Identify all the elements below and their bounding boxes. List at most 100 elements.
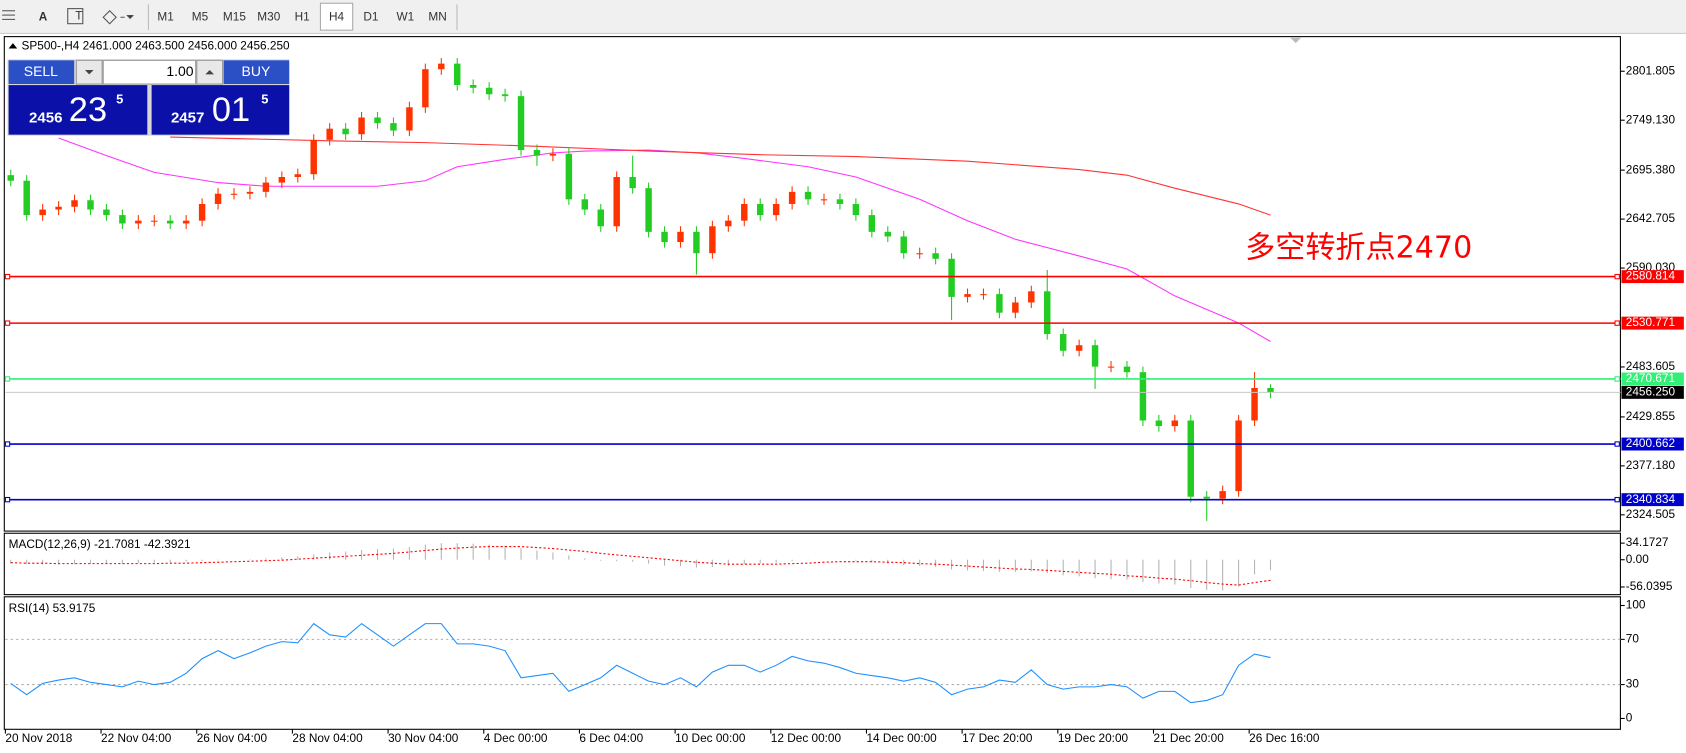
sell-button[interactable] <box>8 60 75 85</box>
y-tick-label: -56.0395 <box>1626 579 1673 593</box>
level-label-box <box>1621 270 1684 284</box>
y-tick-label: 2429.855 <box>1626 409 1676 423</box>
level-label: 2530.771 <box>1626 315 1675 329</box>
candle-body <box>1171 420 1179 427</box>
candle-body <box>1059 334 1067 351</box>
candle-body <box>310 139 317 175</box>
chart-title: SP500-,H4 2461.000 2463.500 2456.000 245… <box>22 38 291 52</box>
timeframe-button[interactable]: M30 <box>257 9 280 23</box>
x-tick-label: 30 Nov 04:00 <box>388 731 459 745</box>
arrow-up <box>205 70 214 75</box>
x-tick-label: 19 Dec 20:00 <box>1058 731 1129 745</box>
y-tick-label: 2695.380 <box>1626 162 1676 176</box>
lots-input[interactable] <box>102 59 197 85</box>
moving-average <box>170 136 1271 216</box>
level-label: 2580.814 <box>1626 269 1676 283</box>
candle-body <box>135 220 142 224</box>
arrow-down <box>84 70 94 75</box>
candle-body <box>294 174 302 178</box>
ask-box[interactable] <box>151 85 290 135</box>
level-handle <box>1614 376 1620 382</box>
candle-body <box>501 94 509 97</box>
y-tick-label: 2749.130 <box>1626 112 1676 126</box>
y-tick-label: 70 <box>1626 632 1640 646</box>
timeframe-button[interactable]: M1 <box>157 9 173 23</box>
candle-body <box>788 191 796 204</box>
timeframe-button[interactable]: M5 <box>192 9 209 23</box>
candle-body <box>996 294 1003 313</box>
text-tool[interactable]: T <box>75 8 82 22</box>
y-tick-label: 2377.180 <box>1626 458 1676 472</box>
rsi-line <box>10 622 1271 704</box>
x-tick-label: 26 Dec 16:00 <box>1249 731 1320 745</box>
candle-body <box>1012 302 1019 313</box>
candle-body <box>980 294 987 296</box>
lots-value: 1.00 <box>166 63 193 79</box>
level-label-box <box>1621 437 1684 451</box>
level-label-box <box>1621 493 1684 507</box>
panel-title: RSI(14) 53.9175 <box>9 601 96 615</box>
x-tick-label: 22 Nov 04:00 <box>101 731 172 745</box>
shift-marker <box>1290 37 1302 44</box>
candle-body <box>725 220 732 227</box>
candle-body <box>119 215 126 224</box>
y-tick-label: 100 <box>1626 598 1646 612</box>
candle-body <box>246 191 254 194</box>
candle-body <box>852 203 860 216</box>
candle-body <box>326 128 333 140</box>
level-label: 2400.662 <box>1626 436 1675 450</box>
timeframe-button[interactable]: M15 <box>223 9 246 23</box>
bid-box[interactable] <box>8 85 148 135</box>
candle-body <box>166 220 174 224</box>
toolbar-icons <box>2 4 149 31</box>
timeframe-button[interactable]: D1 <box>363 9 378 23</box>
timeframe-button[interactable]: H1 <box>295 9 310 23</box>
candle-body <box>454 63 461 85</box>
candle-body <box>804 191 812 200</box>
candle-body <box>1235 420 1242 492</box>
level-handle <box>4 273 11 280</box>
x-tick-label: 28 Nov 04:00 <box>292 731 363 745</box>
candle-body <box>645 188 652 232</box>
candle-body <box>597 209 604 227</box>
macd-signal <box>10 546 1271 586</box>
candle-body <box>820 199 828 201</box>
x-tick-label: 14 Dec 00:00 <box>866 731 937 745</box>
candle-body <box>1123 366 1131 373</box>
macd-panel <box>3 532 1621 596</box>
x-tick-label: 12 Dec 00:00 <box>771 731 842 745</box>
sell-label: SELL <box>24 63 58 79</box>
candle-body <box>709 226 716 254</box>
timeframe-button[interactable]: H4 <box>329 9 345 23</box>
candle-body <box>151 220 158 222</box>
font-button[interactable]: A <box>39 9 48 23</box>
ask-big: 2457 <box>171 109 204 126</box>
annotation: 多空转折点2470 <box>1245 230 1472 265</box>
y-tick-label: 0.00 <box>1626 552 1649 566</box>
candle-body <box>581 199 589 210</box>
timeframe-button[interactable]: W1 <box>397 9 415 23</box>
buy-button[interactable] <box>223 60 290 85</box>
level-label: 2470.671 <box>1626 371 1675 385</box>
x-tick-label: 6 Dec 04:00 <box>579 731 643 745</box>
candle-body <box>693 231 700 254</box>
buy-label: BUY <box>242 63 271 79</box>
candle-body <box>932 253 939 259</box>
y-tick-label: 2483.605 <box>1626 359 1676 373</box>
toolbar <box>0 0 1686 34</box>
candle-body <box>262 182 270 192</box>
x-tick-label: 20 Nov 2018 <box>5 731 72 745</box>
timeframe-button[interactable]: MN <box>428 9 446 23</box>
candle-body <box>198 203 206 221</box>
y-tick-label: 0 <box>1626 711 1633 725</box>
candle-body <box>836 199 844 204</box>
x-tick-label: 4 Dec 00:00 <box>484 731 548 745</box>
level-handle <box>1614 273 1620 280</box>
ask-large: 01 <box>212 91 250 129</box>
candle-body <box>406 107 413 131</box>
level-handle <box>4 441 11 447</box>
candle-body <box>438 63 445 70</box>
candle-body <box>868 215 876 232</box>
level-label-box <box>1621 316 1684 330</box>
